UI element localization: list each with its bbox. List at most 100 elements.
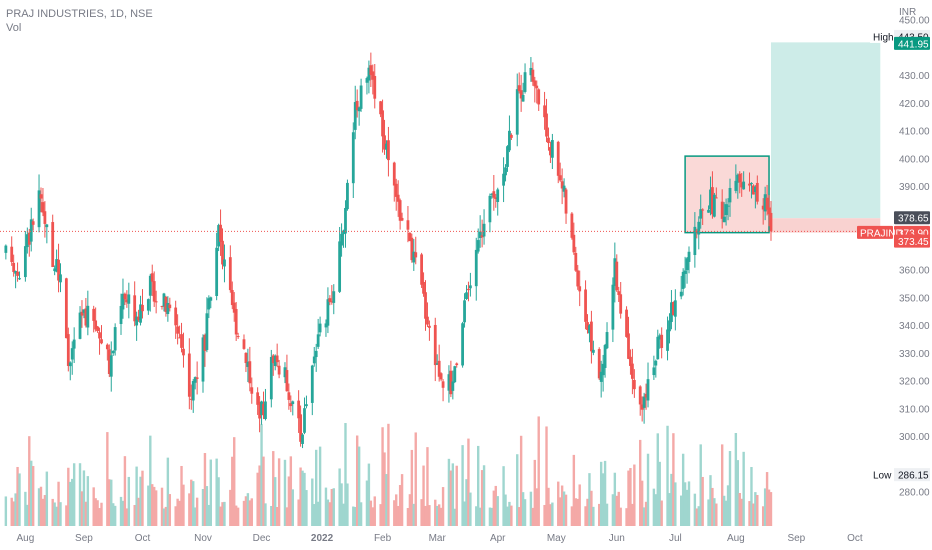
volume-bar <box>584 506 587 526</box>
candle-body <box>365 78 369 83</box>
candle <box>424 280 427 331</box>
volume-bar <box>152 486 156 526</box>
volume-bar <box>666 425 669 526</box>
candle-body <box>162 293 166 307</box>
volume-bar <box>709 475 712 526</box>
volume-bar <box>332 488 335 526</box>
candle-body <box>564 189 568 214</box>
candle-body <box>652 367 656 376</box>
candle-body <box>707 209 710 213</box>
candle-body <box>189 398 193 400</box>
x-tick-label: Mar <box>429 533 447 544</box>
candle-body <box>656 336 660 360</box>
volume-bar <box>207 504 211 526</box>
candle-body <box>55 259 59 272</box>
candle <box>41 188 45 217</box>
candle <box>289 395 293 413</box>
candle-body <box>107 349 111 374</box>
candle <box>631 348 634 395</box>
candle-body <box>576 270 580 287</box>
candle-body <box>693 226 697 256</box>
candle <box>632 369 636 398</box>
volume-bar <box>492 490 496 526</box>
volume-bar <box>711 487 714 526</box>
candle-body <box>408 232 412 242</box>
candle-body <box>685 258 689 271</box>
volume-bar <box>82 470 86 526</box>
candle-body <box>264 401 267 420</box>
candle <box>435 354 439 366</box>
volume-bar <box>57 481 60 526</box>
candle-body <box>51 222 55 268</box>
candle <box>86 290 90 336</box>
volume-bar <box>18 473 21 526</box>
candle <box>66 327 70 372</box>
volume-bar <box>625 508 628 526</box>
candle <box>666 316 669 361</box>
volume-bar <box>301 470 304 526</box>
candle-body <box>476 240 480 252</box>
volume-bar <box>477 445 480 526</box>
candle <box>164 295 168 317</box>
volume-bar <box>644 501 648 526</box>
volume-bar <box>55 506 58 526</box>
candle-body <box>398 200 402 221</box>
y-tick-label: 320.00 <box>899 377 930 388</box>
low-label: Low <box>873 471 892 482</box>
candle-body <box>310 365 314 403</box>
volume-bar <box>195 497 199 526</box>
volume-bar <box>396 505 400 526</box>
candle-body <box>326 299 330 326</box>
candle <box>576 264 580 290</box>
candle <box>119 293 123 335</box>
candle <box>726 198 730 221</box>
candle <box>141 289 144 319</box>
volume-bar <box>660 500 663 526</box>
candle-body <box>297 400 301 419</box>
candle-body <box>256 392 260 405</box>
volume-bar <box>168 494 172 526</box>
volume-bar <box>656 433 659 526</box>
candle-body <box>344 207 347 234</box>
volume-bar <box>387 423 390 526</box>
candle-body <box>482 223 486 237</box>
candle-body <box>494 197 498 200</box>
candle <box>385 140 388 159</box>
candle <box>603 343 607 378</box>
candle <box>387 126 390 177</box>
candle-body <box>496 189 500 202</box>
candle <box>121 278 125 319</box>
volume-bar <box>233 437 236 526</box>
volume-bar <box>685 489 689 526</box>
candle-body <box>271 355 275 364</box>
candle <box>4 244 8 260</box>
candle <box>679 275 683 300</box>
volume-bar <box>359 502 363 526</box>
price-axis: 280.00 300.00 310.00 320.00 330.00 340.00 350.… <box>857 7 930 499</box>
volume-bar <box>549 504 552 526</box>
volume-bar <box>697 506 700 526</box>
volume-bar <box>346 483 349 526</box>
candle-body <box>461 323 464 366</box>
candle-body <box>666 329 669 351</box>
candle-body <box>584 289 587 322</box>
candle-body <box>66 334 70 366</box>
candle <box>68 361 72 381</box>
candle <box>359 78 363 112</box>
volume-bar <box>617 491 620 526</box>
volume-bar <box>113 505 117 526</box>
candle-body <box>191 381 195 401</box>
target-price-tag <box>894 36 930 50</box>
candle <box>14 270 18 289</box>
candle-body <box>141 304 144 312</box>
volume-bar <box>414 432 417 526</box>
volume-bar <box>724 500 728 526</box>
candle <box>461 321 464 368</box>
candle-body <box>646 379 650 401</box>
candle <box>45 223 49 244</box>
candle <box>275 343 279 368</box>
volume-bar <box>192 481 195 526</box>
candle <box>712 192 716 218</box>
candle-body <box>137 316 140 321</box>
